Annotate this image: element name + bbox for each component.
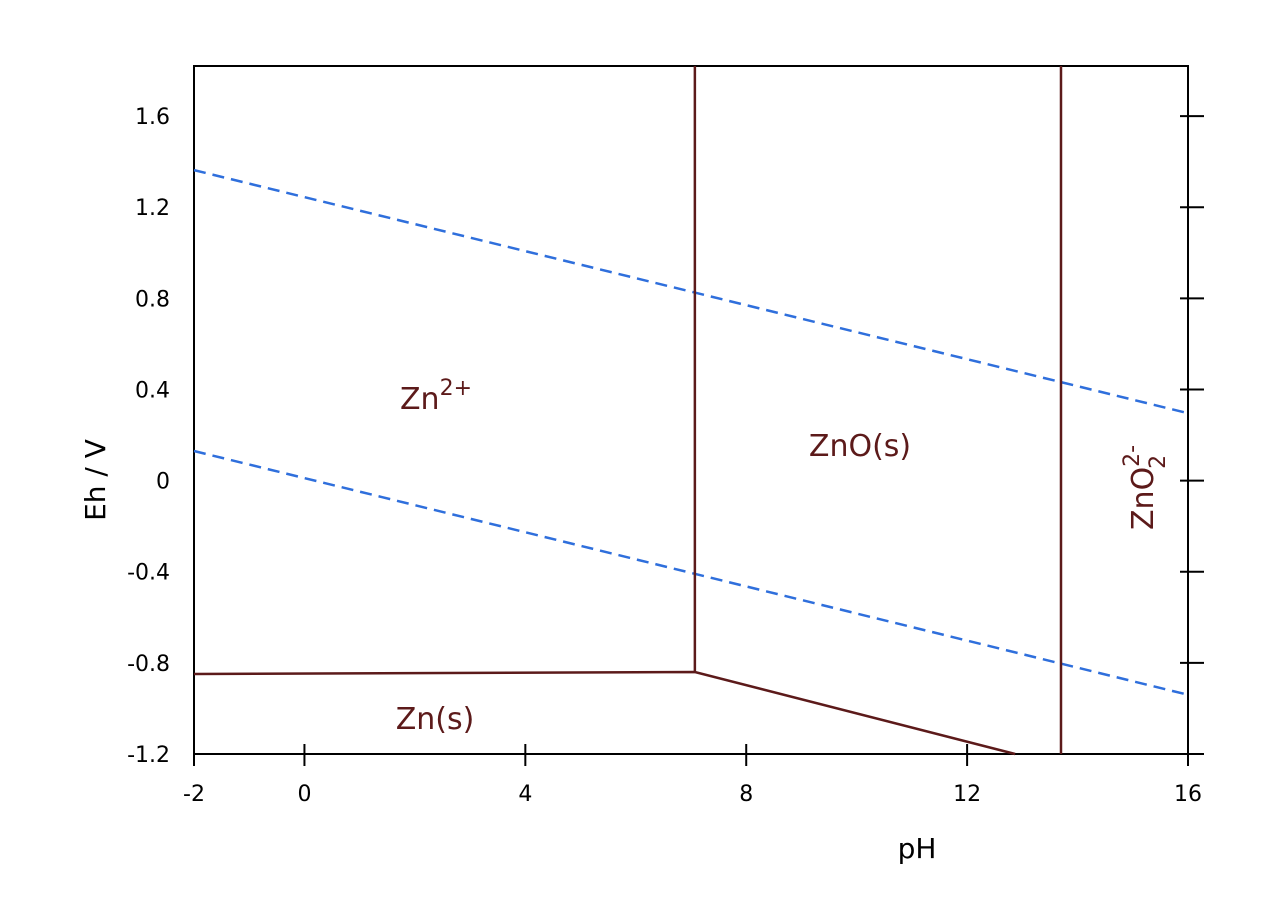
region-label-sub: 2 xyxy=(1146,455,1171,469)
y-axis-label: Eh / V xyxy=(79,439,112,521)
region-label: Zn(s) xyxy=(396,702,475,737)
x-tick-label: 16 xyxy=(1174,782,1202,807)
y-tick-label: -0.8 xyxy=(127,652,170,677)
x-tick-label: -2 xyxy=(183,782,205,807)
region-label-text: ZnO xyxy=(1126,467,1161,530)
y-tick-label: 1.2 xyxy=(135,196,170,221)
x-tick-label: 8 xyxy=(739,782,753,807)
series-line xyxy=(193,449,1189,696)
x-tick-label: 12 xyxy=(953,782,981,807)
x-tick-label: 4 xyxy=(518,782,532,807)
y-tick-label: 1.6 xyxy=(135,105,170,130)
series-line xyxy=(193,168,1189,415)
y-tick-label: -0.4 xyxy=(127,561,170,586)
x-axis-label: pH xyxy=(898,832,937,865)
region-label: Zn2+ xyxy=(400,376,472,417)
x-tick-label: 0 xyxy=(297,782,311,807)
y-tick-label: 0.8 xyxy=(135,287,170,312)
y-tick-label: 0.4 xyxy=(135,378,170,403)
region-label: ZnO(s) xyxy=(809,429,911,464)
y-tick-label: -1.2 xyxy=(127,743,170,768)
y-tick-label: 0 xyxy=(156,470,170,495)
series-line xyxy=(193,670,1016,756)
region-label-sup: 2+ xyxy=(440,376,472,401)
region-label-sup: 2- xyxy=(1120,445,1145,467)
region-label-text: Zn(s) xyxy=(396,702,475,737)
plot-frame xyxy=(193,65,1189,755)
region-label: ZnO2-2 xyxy=(1120,445,1171,530)
region-label-text: Zn xyxy=(400,382,440,417)
region-label-text: ZnO(s) xyxy=(809,429,911,464)
